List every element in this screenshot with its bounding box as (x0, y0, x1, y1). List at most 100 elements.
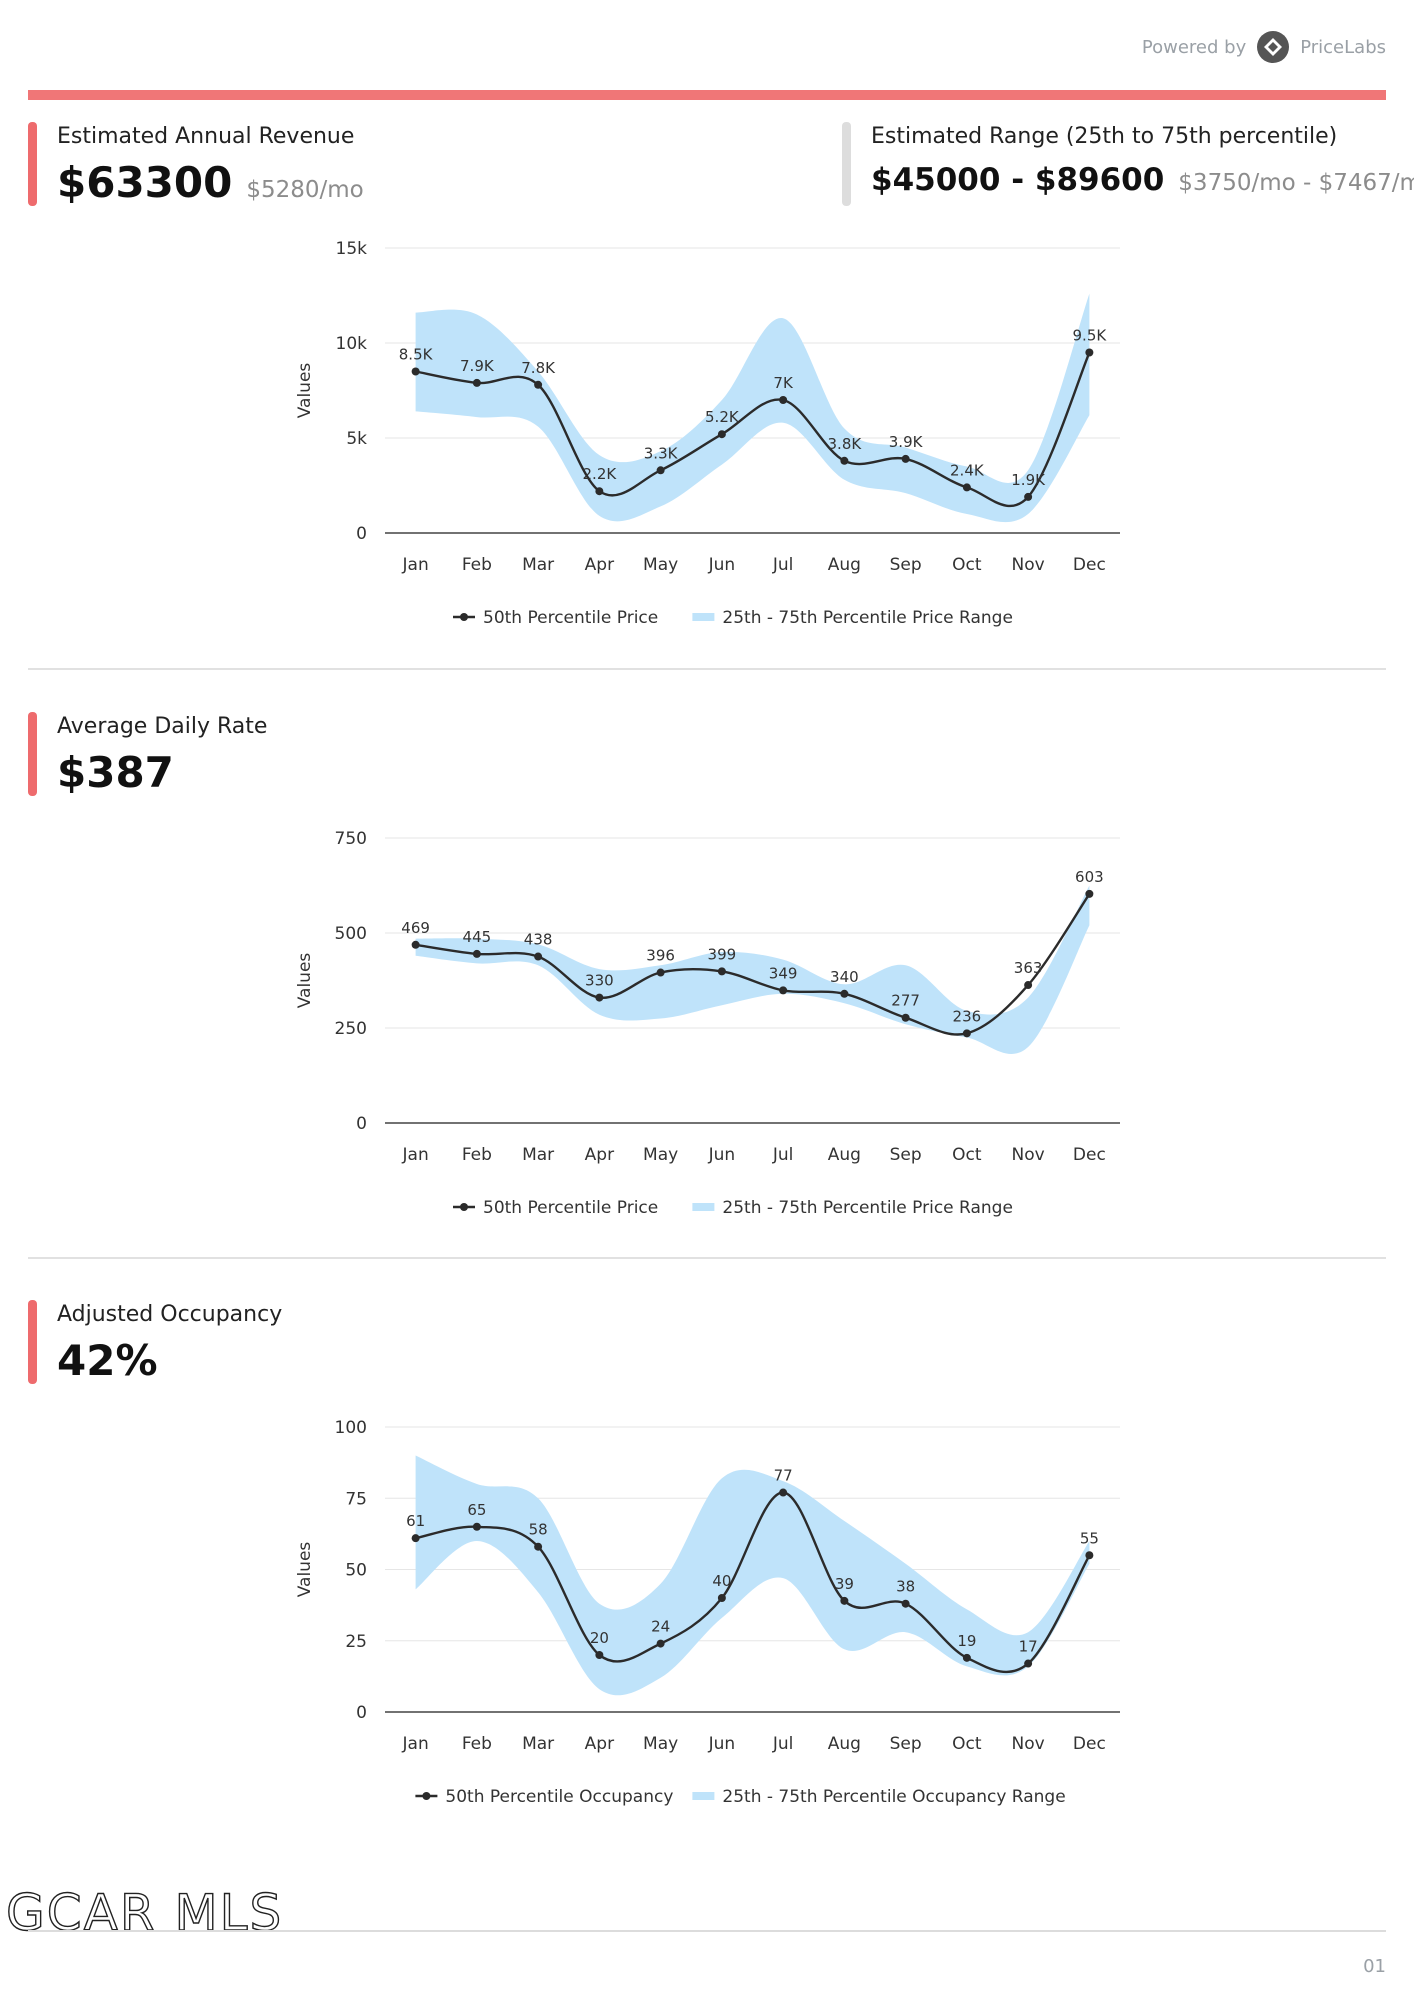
data-label: 396 (646, 947, 675, 965)
occupancy-kpi: Adjusted Occupancy 42% (28, 1300, 628, 1390)
x-tick-label: Sep (890, 1145, 922, 1165)
x-tick-label: May (643, 1734, 678, 1754)
x-tick-label: Dec (1073, 1734, 1106, 1754)
y-tick-label: 500 (335, 924, 367, 944)
x-tick-label: Oct (952, 555, 982, 575)
median-point (534, 380, 543, 389)
median-point (472, 378, 481, 387)
powered-by-text: Powered by (1141, 36, 1247, 58)
x-tick-label: Aug (828, 1145, 861, 1165)
data-label: 340 (830, 968, 859, 986)
median-point (1085, 889, 1094, 898)
x-tick-label: Jul (772, 555, 794, 575)
median-point (779, 986, 788, 995)
y-tick-label: 100 (335, 1418, 367, 1438)
revenue-label: Estimated Annual Revenue (57, 124, 355, 149)
data-label: 24 (651, 1618, 670, 1636)
data-label: 330 (585, 972, 614, 990)
x-tick-label: Oct (952, 1734, 982, 1754)
x-tick-label: Sep (890, 1734, 922, 1754)
x-tick-label: Nov (1012, 1145, 1045, 1165)
occupancy-accent (28, 1300, 37, 1384)
median-point (840, 456, 849, 465)
data-label: 77 (774, 1467, 793, 1485)
data-label: 438 (524, 931, 553, 949)
footer-line (28, 1930, 1386, 1932)
x-tick-label: Feb (462, 1145, 492, 1165)
y-tick-label: 0 (356, 524, 367, 544)
adr-label: Average Daily Rate (57, 714, 268, 739)
data-label: 61 (406, 1512, 425, 1530)
data-label: 277 (891, 992, 920, 1010)
median-point (840, 1596, 849, 1605)
adr-value: $387 (57, 748, 174, 797)
median-point (962, 1653, 971, 1662)
revenue-value: $63300 (57, 158, 233, 207)
y-tick-label: 250 (335, 1019, 367, 1039)
data-label: 7.8K (521, 359, 556, 377)
range-value-row: $45000 - $89600 $3750/mo - $7467/mo (871, 162, 1414, 198)
occupancy-label: Adjusted Occupancy (57, 1302, 283, 1327)
y-axis-label: Values (295, 953, 315, 1009)
revenue-kpi: Estimated Annual Revenue $63300 $5280/mo (28, 122, 628, 212)
median-point (411, 367, 420, 376)
data-label: 7.9K (460, 357, 495, 375)
range-kpi: Estimated Range (25th to 75th percentile… (842, 122, 1414, 212)
x-tick-label: Mar (522, 555, 554, 575)
data-label: 363 (1014, 959, 1043, 977)
y-tick-label: 50 (345, 1561, 367, 1581)
x-tick-label: Jul (772, 1145, 794, 1165)
legend-point-swatch (460, 613, 468, 621)
data-label: 603 (1075, 868, 1104, 886)
legend-median-label: 50th Percentile Price (483, 608, 658, 628)
median-point (534, 1542, 543, 1551)
legend-band-swatch (692, 1792, 715, 1800)
adr-chart: 0 250 500 750 Values Jan Feb Mar Apr May Jun Jul Aug… (280, 818, 1140, 1288)
x-tick-label: Jan (402, 1734, 429, 1754)
data-label: 3.3K (644, 444, 679, 462)
occupancy-chart: 0 25 50 75 100 Values Jan Feb Mar Apr May Jun Jul Aug… (280, 1407, 1140, 1877)
data-label: 55 (1080, 1529, 1099, 1547)
y-axis-label: Values (295, 363, 315, 419)
adr-accent (28, 712, 37, 796)
data-label: 2.4K (950, 461, 985, 479)
legend-range-label: 25th - 75th Percentile Occupancy Range (722, 1787, 1065, 1807)
y-tick-label: 5k (346, 429, 367, 449)
revenue-chart: 0 5k 10k 15k Values Jan Feb Mar Apr May Jun Jul Aug S… (280, 228, 1140, 698)
data-label: 445 (463, 928, 492, 946)
legend-band-swatch (692, 1203, 715, 1211)
data-label: 7K (773, 374, 794, 392)
data-label: 2.2K (583, 465, 618, 483)
legend: 50th Percentile Price 25th - 75th Percent… (453, 1198, 1013, 1218)
median-point (1024, 1659, 1033, 1668)
y-axis-label: Values (295, 1542, 315, 1598)
x-tick-label: Nov (1012, 1734, 1045, 1754)
median-point (656, 466, 665, 475)
data-label: 1.9K (1011, 471, 1046, 489)
x-tick-label: Jan (402, 555, 429, 575)
x-tick-label: Oct (952, 1145, 982, 1165)
range-label: Estimated Range (25th to 75th percentile… (871, 124, 1338, 149)
x-tick-label: Aug (828, 1734, 861, 1754)
percentile-range-band (415, 885, 1090, 1054)
section-divider-1 (28, 668, 1386, 670)
x-tick-label: Feb (462, 1734, 492, 1754)
median-point (595, 487, 604, 496)
median-point (962, 483, 971, 492)
top-accent-bar (28, 90, 1386, 100)
median-point (779, 396, 788, 404)
revenue-monthly: $5280/mo (246, 177, 364, 203)
median-point (901, 1013, 910, 1022)
data-label: 39 (835, 1575, 854, 1593)
data-label: 5.2K (705, 408, 740, 426)
median-point (1085, 1551, 1094, 1560)
data-label: 8.5K (399, 346, 434, 364)
revenue-accent (28, 122, 37, 206)
median-point (595, 993, 604, 1002)
range-accent (842, 122, 851, 206)
median-point (595, 1651, 604, 1659)
x-tick-label: May (643, 555, 678, 575)
median-point (656, 1639, 665, 1648)
range-value: $45000 - $89600 (871, 162, 1165, 198)
data-label: 349 (769, 964, 798, 982)
